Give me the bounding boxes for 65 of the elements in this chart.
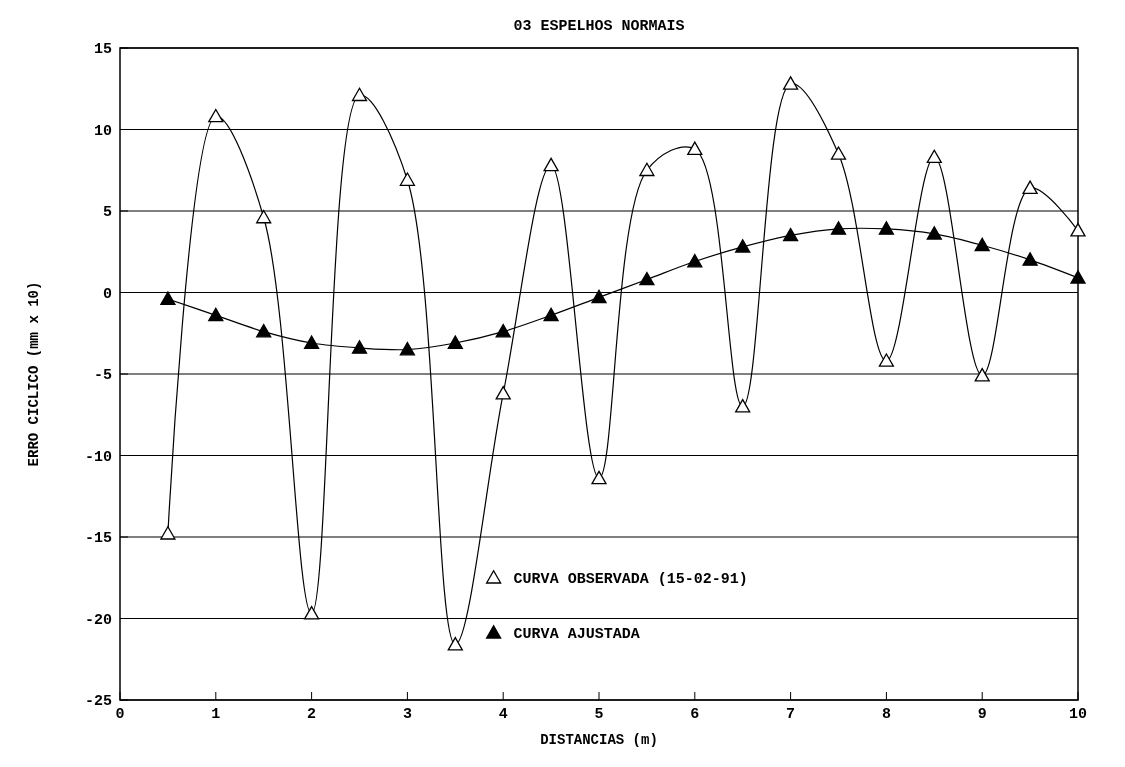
point	[1070, 222, 1086, 237]
y-tick-label: 5	[102, 204, 112, 221]
y-tick-label: 10	[93, 122, 112, 140]
point	[1022, 252, 1038, 266]
y-axis-title: ERRO CICLICO (mm x 10)	[26, 281, 42, 467]
point	[830, 146, 847, 160]
point	[687, 141, 703, 155]
point	[782, 227, 799, 242]
point	[591, 289, 607, 304]
point	[974, 237, 990, 252]
point	[351, 87, 368, 102]
point	[256, 323, 272, 338]
point	[639, 162, 655, 177]
point	[974, 367, 990, 382]
point	[495, 385, 511, 400]
x-tick-label: 2	[307, 706, 317, 723]
point	[687, 253, 703, 268]
point	[256, 209, 272, 224]
point	[447, 636, 463, 651]
legend-label: CURVA AJUSTADA	[513, 625, 640, 643]
point	[160, 291, 176, 305]
y-tick-label: -15	[84, 530, 112, 547]
point	[351, 340, 368, 354]
point	[399, 172, 416, 186]
x-tick-label: 1	[211, 706, 221, 723]
point	[1022, 180, 1038, 195]
y-tick-label: 0	[102, 285, 112, 303]
x-tick-label: 8	[881, 706, 891, 723]
point	[735, 398, 751, 413]
point	[543, 157, 559, 172]
x-tick-label: 3	[402, 706, 412, 723]
x-tick-label: 6	[690, 706, 700, 723]
x-tick-label: 7	[786, 706, 796, 723]
point	[1070, 270, 1086, 284]
point	[926, 226, 942, 240]
x-tick-label: 0	[115, 706, 125, 723]
point	[543, 307, 559, 322]
y-tick-label: -20	[84, 611, 112, 629]
y-tick-label: -25	[84, 693, 112, 710]
point	[160, 526, 176, 540]
chart-title: 03 ESPELHOS NORMAIS	[513, 18, 685, 35]
y-tick-label: -10	[84, 448, 112, 466]
point	[303, 335, 320, 349]
point	[303, 605, 320, 620]
y-tick-label: 15	[93, 41, 112, 58]
x-axis-title: DISTANCIAS (m)	[540, 732, 658, 748]
point	[208, 108, 224, 123]
y-tick-label: -5	[93, 367, 112, 384]
x-tick-label: 4	[498, 706, 508, 723]
legend-label: CURVA OBSERVADA (15-02-91)	[513, 570, 748, 588]
point	[830, 221, 847, 235]
point	[591, 470, 607, 485]
point	[782, 76, 799, 90]
point	[735, 239, 751, 253]
x-tick-label: 5	[594, 706, 604, 723]
point	[639, 271, 655, 286]
point	[926, 149, 942, 164]
point	[208, 307, 224, 322]
point	[878, 353, 895, 367]
point	[495, 323, 511, 338]
x-tick-label: 10	[1068, 706, 1088, 723]
point	[399, 341, 416, 356]
point	[447, 335, 463, 349]
point	[878, 221, 895, 235]
x-tick-label: 9	[977, 706, 987, 723]
